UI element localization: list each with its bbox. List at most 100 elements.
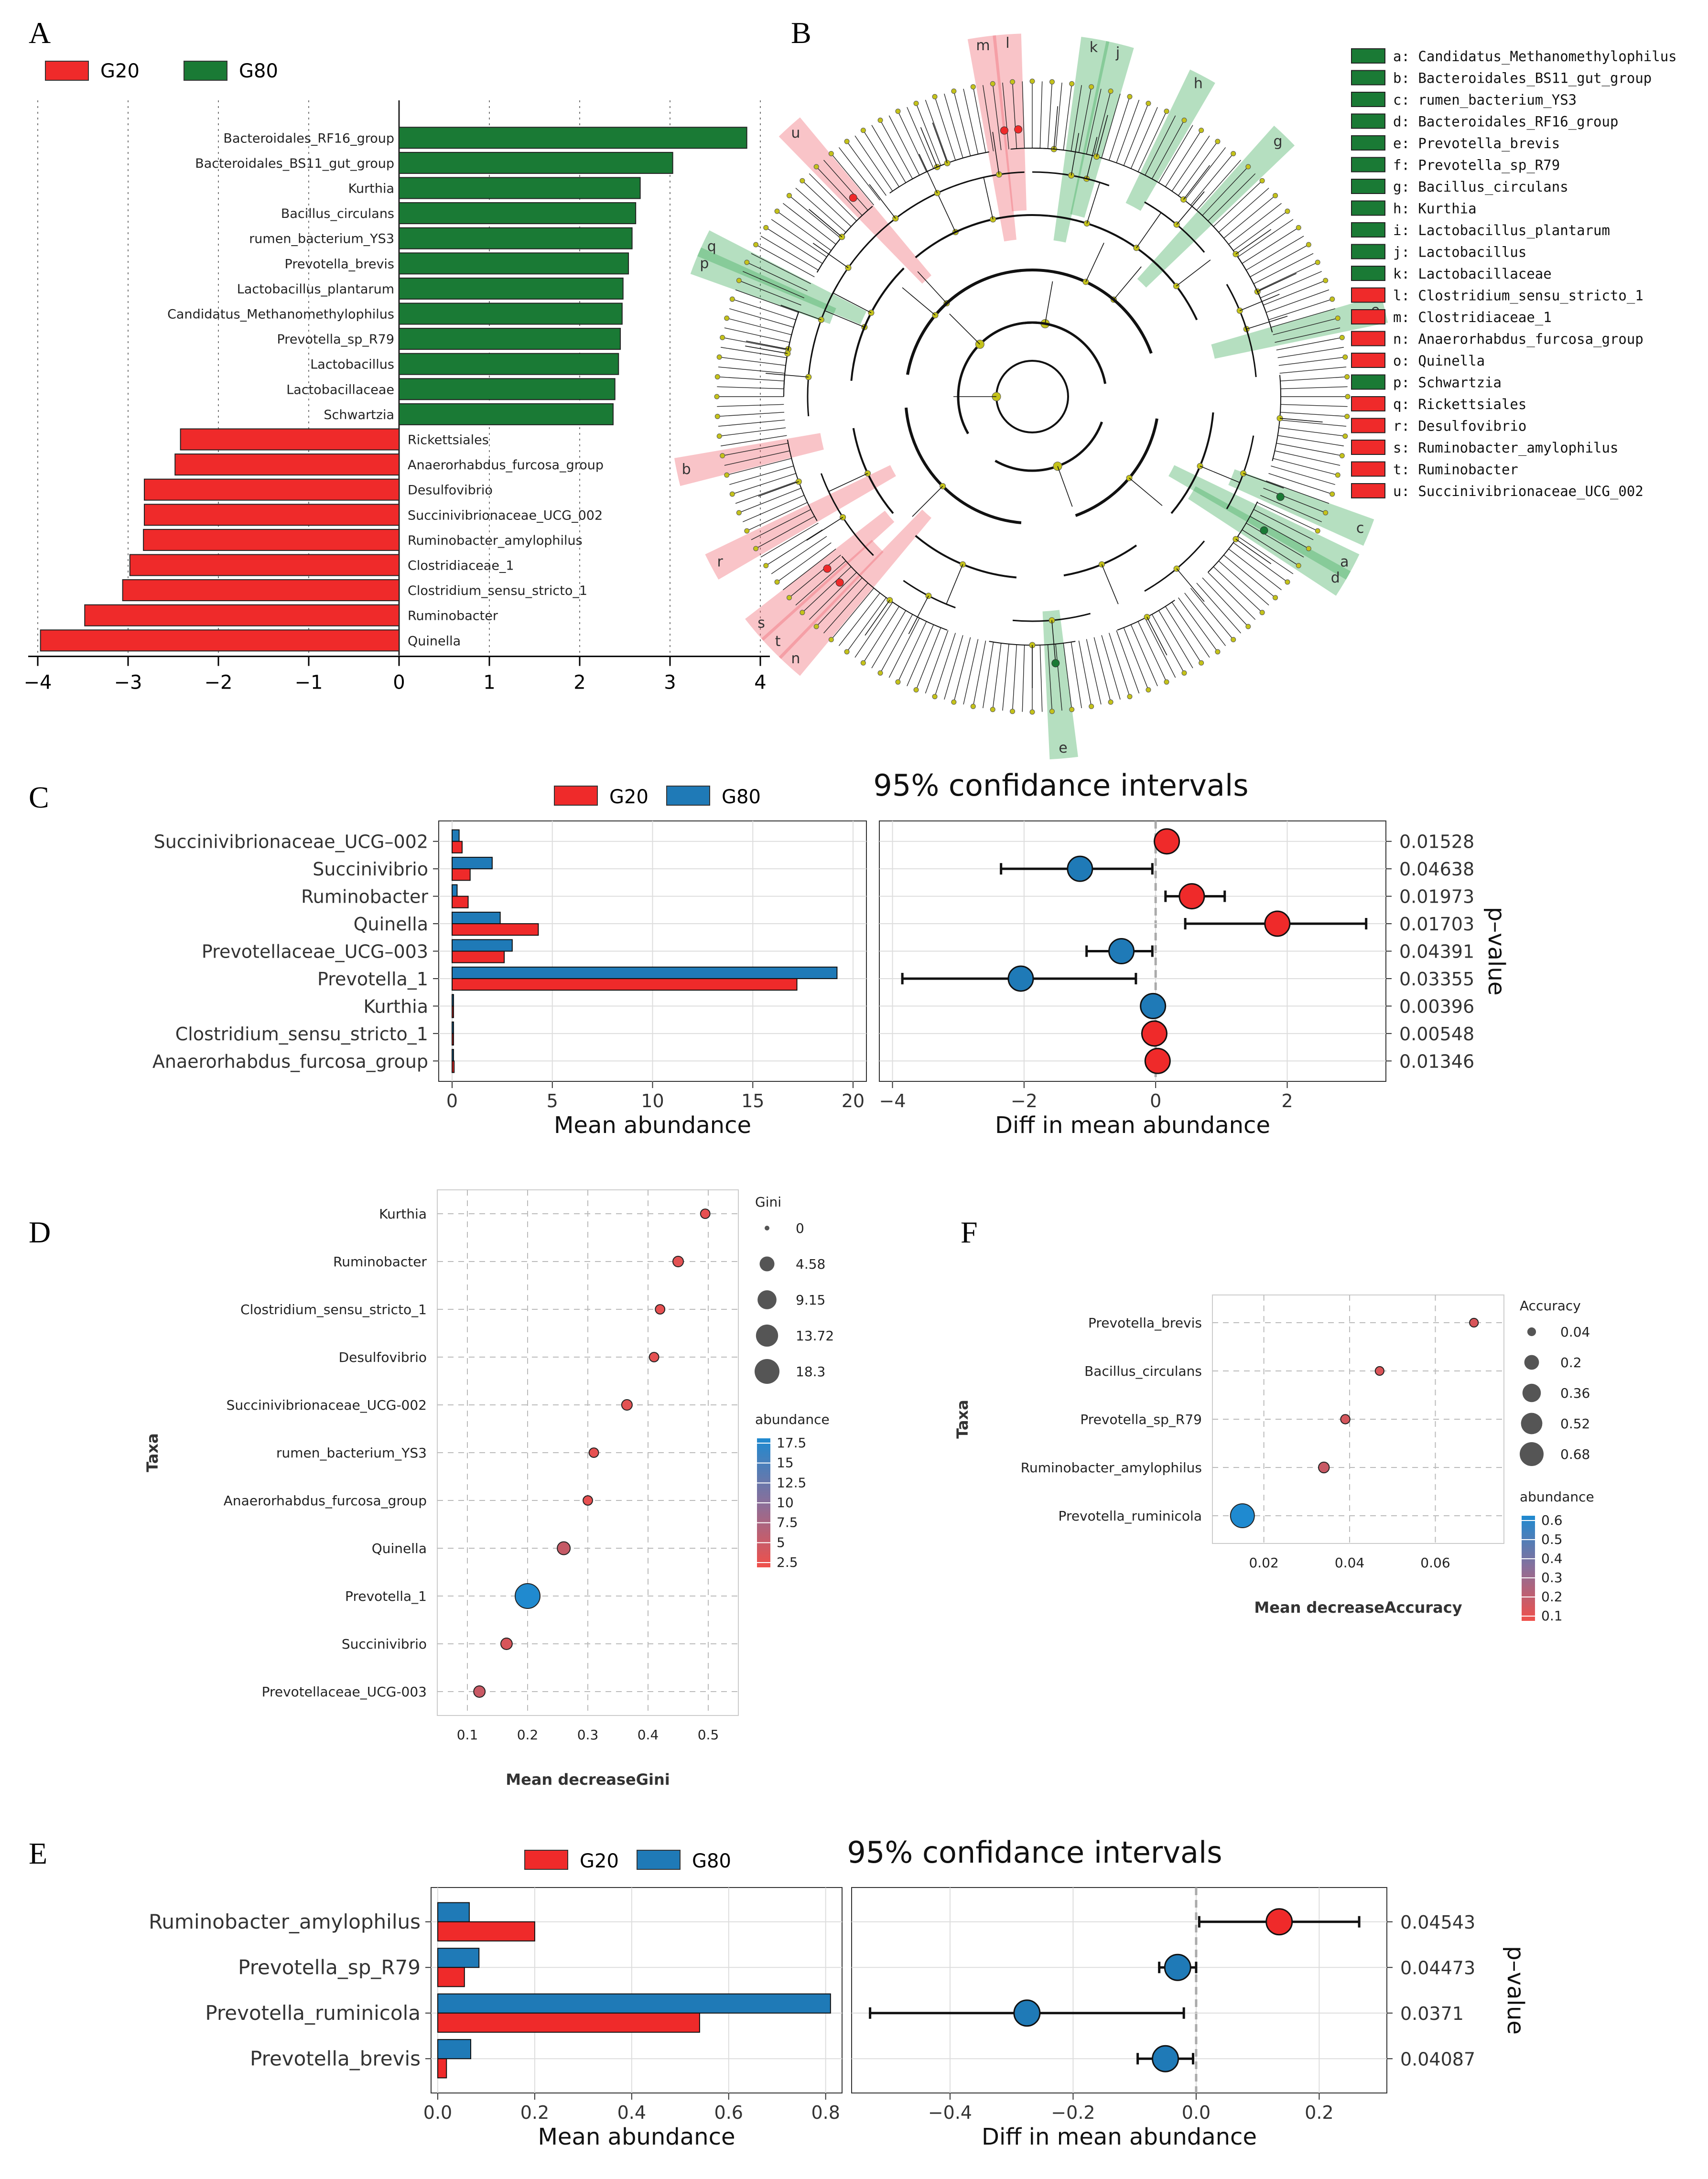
- leaf-branch: [1257, 262, 1318, 291]
- leaf-branch: [925, 630, 949, 694]
- leaf-branch: [888, 115, 920, 175]
- clade-letter-t: t: [775, 633, 781, 650]
- x-tick-label: 0.2: [517, 1727, 539, 1743]
- leaf-branch: [871, 125, 906, 183]
- leaf-branch: [1280, 386, 1348, 389]
- x-tick-label: 0: [393, 672, 405, 694]
- dot-succinivibrio: [500, 1638, 513, 1650]
- leaf-node: [1089, 84, 1094, 90]
- size-legend-label: 4.58: [796, 1256, 825, 1272]
- x-tick-label: 1: [483, 672, 495, 694]
- color-legend-label: 7.5: [777, 1515, 798, 1531]
- leaf-branch: [1078, 86, 1092, 153]
- leaf-branch: [1093, 91, 1111, 156]
- leaf-branch: [1116, 630, 1140, 694]
- leaf-node: [1273, 193, 1278, 198]
- panel_c-legend: G20 G80: [554, 786, 761, 808]
- leaf-node: [932, 694, 938, 700]
- leaf-branch: [739, 487, 801, 513]
- color-legend-label: 2.5: [777, 1554, 798, 1570]
- ci-point-ruminobacter: [1178, 883, 1205, 910]
- leaf-branch: [717, 386, 784, 389]
- tree-arc: [889, 151, 989, 194]
- panel-label-d: D: [29, 1215, 51, 1249]
- tree-branch: [946, 564, 963, 604]
- leaf-node: [1010, 79, 1016, 85]
- leaf-branch: [983, 642, 994, 708]
- bar-lactobacillus: [399, 353, 619, 375]
- leaf-branch: [846, 597, 886, 652]
- tree-branch: [1096, 115, 1108, 157]
- leaf-node: [1285, 579, 1290, 585]
- leaf-branch: [1280, 376, 1347, 382]
- leaf-node: [1127, 94, 1133, 99]
- leaf-branch: [1260, 495, 1322, 522]
- leaf-node: [786, 193, 792, 198]
- leaf-node: [1069, 81, 1075, 86]
- clade-letter-l: l: [1005, 35, 1009, 52]
- y-label-quinella: Quinella: [372, 1541, 427, 1556]
- clade-highlight-e: [1211, 295, 1388, 359]
- leaf-branch: [729, 465, 794, 485]
- tree-branch: [949, 313, 980, 345]
- leaf-branch: [795, 188, 846, 233]
- leaf-node: [1049, 79, 1055, 85]
- leaf-branch: [907, 624, 934, 686]
- leaf-branch: [756, 244, 815, 278]
- leaf-branch: [1123, 103, 1149, 166]
- leaf-branch: [1275, 450, 1340, 466]
- leaf-branch: [1213, 566, 1263, 613]
- tree-branch: [869, 184, 896, 219]
- clade-legend-label-1: a: Candidatus_Methanomethylophilus: [1393, 48, 1677, 65]
- leaf-branch: [751, 253, 811, 284]
- leaf-node: [970, 84, 976, 90]
- color-legend-label: 0.1: [1541, 1608, 1563, 1624]
- leaf-branch: [1178, 141, 1218, 196]
- bar-g80-prevotella-ruminicola: [437, 1993, 831, 2014]
- legend-label-g80: G80: [722, 786, 761, 808]
- bar-g20-prevotella-sp-r79: [437, 1967, 465, 1987]
- dot-ruminobacter-amylophilus: [1318, 1461, 1330, 1474]
- leaf-branch: [1022, 81, 1025, 149]
- leaf-node: [1108, 699, 1113, 705]
- ci-point-ruminobacter-amylophilus: [1265, 1908, 1293, 1936]
- clade-legend-swatch-2: [1351, 70, 1385, 86]
- ci-point-prevotella-sp-r79: [1164, 1953, 1191, 1981]
- leaf-branch: [1002, 644, 1009, 711]
- size-legend-label: 0: [796, 1220, 804, 1236]
- leaf-branch: [871, 610, 906, 669]
- color-legend-label: 17.5: [777, 1435, 806, 1451]
- clade-legend-swatch-21: [1351, 483, 1385, 498]
- size-legend-dot: [1522, 1383, 1541, 1402]
- leaf-node: [877, 118, 883, 123]
- clade-highlight-g: [1137, 125, 1295, 288]
- leaf-branch: [1086, 639, 1102, 705]
- size-legend-dot: [1520, 1442, 1544, 1466]
- panel_e-xlabel-left: Mean abundance: [538, 2124, 735, 2150]
- leaf-branch: [1047, 644, 1053, 712]
- leaf-branch: [823, 583, 868, 634]
- bar-label-quinella: Quinella: [408, 634, 461, 648]
- bar-g80-ruminobacter: [452, 884, 458, 897]
- tree-node: [1240, 470, 1247, 477]
- bar-prevotella-sp-r79: [399, 328, 621, 350]
- leaf-branch: [1063, 643, 1072, 710]
- leaf-node: [1164, 108, 1169, 114]
- leaf-node: [1181, 670, 1187, 676]
- y-label-prevotella-1: Prevotella_1: [345, 1588, 427, 1604]
- clade-legend-swatch-8: [1351, 200, 1385, 216]
- clade-letter-p: p: [700, 255, 709, 272]
- leaf-branch: [726, 318, 792, 335]
- leaf-branch: [724, 327, 790, 343]
- pvalue-ruminobacter-amylophilus: 0.04543: [1400, 1912, 1475, 1933]
- leaf-branch: [916, 627, 941, 690]
- ci-tick-label: −4: [879, 1090, 906, 1111]
- leaf-branch: [783, 203, 836, 245]
- leaf-branch: [1279, 367, 1347, 374]
- leaf-node: [1049, 709, 1055, 714]
- leaf-branch: [1070, 642, 1082, 708]
- dot-bacillus-circulans: [1374, 1366, 1384, 1376]
- ci-tick-label: 0: [1150, 1090, 1161, 1111]
- pvalue-anaerorhabdus-furcosa-group: 0.01346: [1399, 1051, 1474, 1072]
- leaf-node: [1344, 413, 1350, 419]
